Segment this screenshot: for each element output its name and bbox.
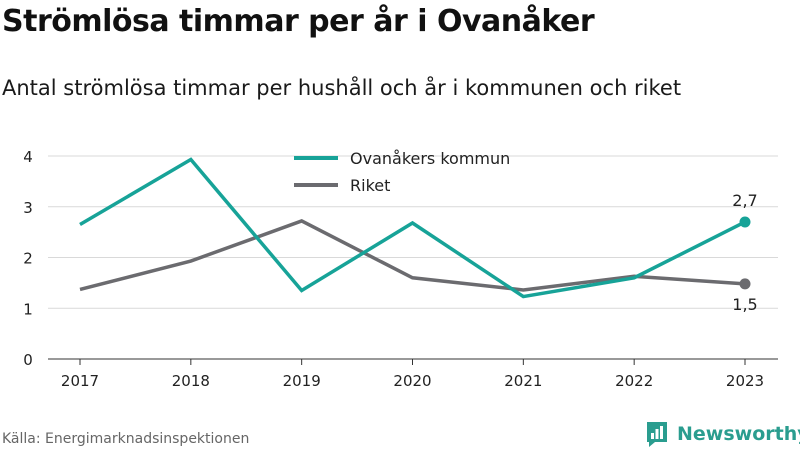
x-tick-label: 2021: [504, 372, 542, 390]
chart-title: Strömlösa timmar per år i Ovanåker: [2, 4, 595, 39]
legend-label: Riket: [350, 176, 390, 195]
y-tick-label: 2: [23, 250, 33, 268]
x-tick-label: 2022: [615, 372, 653, 390]
y-tick-label: 0: [23, 351, 33, 369]
y-tick-label: 4: [23, 148, 33, 166]
chart-subtitle: Antal strömlösa timmar per hushåll och å…: [2, 76, 682, 100]
x-tick-label: 2018: [172, 372, 210, 390]
series-end-point: [739, 278, 751, 290]
series-line-ovanaker: [79, 157, 746, 299]
x-tick-label: 2019: [283, 372, 321, 390]
x-tick-label: 2020: [393, 372, 431, 390]
newsworthy-logo-icon: [647, 422, 667, 447]
y-tick-label: 3: [23, 199, 33, 217]
series-end-point: [739, 216, 751, 228]
brand-name: Newsworthy: [677, 423, 800, 445]
x-tick-label: 2017: [61, 372, 99, 390]
x-tick-label: 2023: [726, 372, 764, 390]
y-tick-label: 1: [23, 300, 33, 318]
series-line-riket: [79, 219, 746, 292]
source-note: Källa: Energimarknadsinspektionen: [2, 431, 250, 447]
legend-label: Ovanåkers kommun: [350, 149, 510, 168]
end-value-label: 1,5: [732, 295, 757, 314]
end-value-label: 2,7: [732, 191, 757, 210]
brand: Newsworthy: [645, 420, 800, 448]
